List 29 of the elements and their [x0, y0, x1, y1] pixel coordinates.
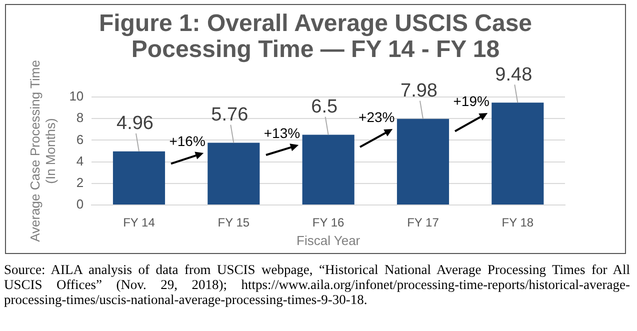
y-tick-label: 10 [69, 88, 84, 104]
x-tick-label: FY 15 [218, 216, 250, 230]
data-label: 6.5 [311, 96, 338, 118]
annotation: +19% [453, 92, 490, 109]
bar [208, 142, 260, 204]
x-tick-label: FY 17 [407, 216, 440, 230]
bar [112, 151, 166, 204]
x-tick-label: FY 14 [123, 216, 156, 230]
source-note: Source: AILA analysis of data from USCIS webpage, “Historical National Average Processing Times for All USCIS Offices” (Nov. 29, 2018); https://www.aila.org/infonet/processing-time-reports/historical-average-processing-times/uscis-national-average-processing-times-9-30-18. [4, 262, 630, 307]
annotation: +13% [264, 124, 300, 141]
x-tick-label: FY 18 [502, 216, 534, 230]
annotation: +16% [169, 132, 206, 149]
data-label: 5.76 [211, 104, 248, 126]
y-tick-label: 4 [76, 153, 84, 168]
y-tick-label: 8 [76, 110, 84, 126]
bar [302, 134, 354, 204]
x-axis-title: Fiscal Year [296, 232, 361, 248]
y-tick-label: 6 [76, 132, 84, 147]
y-tick-label: 2 [76, 174, 84, 190]
y-tick-label: 0 [76, 196, 84, 212]
data-label: 4.96 [116, 113, 154, 134]
annotation: +23% [358, 108, 395, 125]
bar [492, 102, 544, 204]
data-label: 7.98 [400, 80, 438, 102]
bar [396, 118, 450, 204]
y-axis-title: Average Case Processing Time (In Months) [27, 60, 58, 242]
x-tick-label: FY 16 [312, 216, 345, 230]
data-label: 9.48 [495, 64, 532, 86]
chart-title: Figure 1: Overall Average USCIS Case Pocessing Time — FY 14 - FY 18 [98, 10, 532, 63]
